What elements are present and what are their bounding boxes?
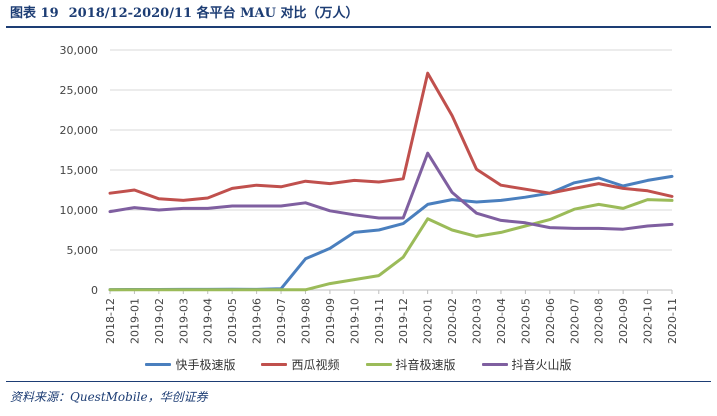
figure-number: 图表 19 <box>10 6 59 21</box>
chart-legend: 快手极速版 西瓜视频 抖音极速版 抖音火山版 <box>0 356 717 373</box>
legend-swatch <box>481 363 508 366</box>
series-line-4 <box>108 151 674 231</box>
legend-item: 抖音极速版 <box>365 356 456 373</box>
x-tick-label: 2020-10 <box>642 298 655 344</box>
series-line-3 <box>108 198 674 292</box>
x-tick-label: 2020-05 <box>519 298 532 344</box>
legend-label: 抖音火山版 <box>511 358 572 372</box>
x-tick-label: 2020-02 <box>446 298 459 344</box>
grid-lines <box>110 49 672 291</box>
source-divider <box>6 381 711 382</box>
y-tick-label: 5,000 <box>67 244 99 257</box>
x-tick-label: 2019-02 <box>153 298 166 344</box>
x-tick-label: 2019-12 <box>397 298 410 344</box>
series-line-1 <box>108 174 674 292</box>
x-tick-label: 2020-04 <box>495 298 508 344</box>
x-tick-label: 2020-07 <box>568 298 581 344</box>
x-tick-label: 2020-11 <box>666 298 679 344</box>
x-tick-label: 2019-05 <box>226 298 239 344</box>
x-tick-label: 2019-11 <box>373 298 386 344</box>
x-tick-label: 2020-09 <box>617 298 630 344</box>
x-tick-label: 2019-06 <box>251 298 264 344</box>
legend-swatch <box>261 363 288 366</box>
legend-item: 西瓜视频 <box>261 356 340 373</box>
title-divider <box>6 26 711 28</box>
y-axis: 0 5,000 10,000 15,000 20,000 25,000 30,000 <box>60 44 99 297</box>
legend-item: 快手极速版 <box>145 356 235 373</box>
y-tick-label: 15,000 <box>60 164 99 177</box>
legend-label: 西瓜视频 <box>291 358 340 372</box>
figure-title: 图表 19 2018/12-2020/11 各平台 MAU 对比（万人） <box>10 2 358 21</box>
legend-item: 抖音火山版 <box>481 356 572 373</box>
legend-swatch <box>145 363 172 366</box>
source-note: 资料来源：QuestMobile，华创证券 <box>10 390 208 404</box>
x-tick-label: 2019-07 <box>275 298 288 344</box>
x-tick-label: 2019-08 <box>299 298 312 344</box>
legend-label: 快手极速版 <box>175 358 236 372</box>
x-tick-label: 2018-12 <box>104 298 117 344</box>
y-tick-label: 10,000 <box>60 204 99 217</box>
series-lines <box>108 71 674 292</box>
y-tick-label: 20,000 <box>60 124 99 137</box>
legend-swatch <box>365 363 392 366</box>
y-tick-label: 25,000 <box>60 84 99 97</box>
x-tick-label: 2019-01 <box>128 298 141 344</box>
y-tick-label: 0 <box>91 284 98 297</box>
x-tick-label: 2020-06 <box>544 298 557 344</box>
x-tick-label: 2020-03 <box>471 298 484 344</box>
x-tick-label: 2020-08 <box>593 298 606 344</box>
x-tick-label: 2019-03 <box>177 298 190 344</box>
x-tick-label: 2019-04 <box>202 298 215 344</box>
x-tick-label: 2019-10 <box>348 298 361 344</box>
series-line-2 <box>108 71 674 202</box>
legend-label: 抖音极速版 <box>395 358 456 372</box>
x-tick-label: 2019-09 <box>324 298 337 344</box>
y-tick-label: 30,000 <box>60 44 99 57</box>
x-axis: 2018-12 2019-01 2019-02 2019-03 2019-04 2019-… <box>104 290 679 344</box>
figure-title-text: 2018/12-2020/11 各平台 MAU 对比（万人） <box>68 6 359 21</box>
x-tick-label: 2020-01 <box>422 298 435 344</box>
